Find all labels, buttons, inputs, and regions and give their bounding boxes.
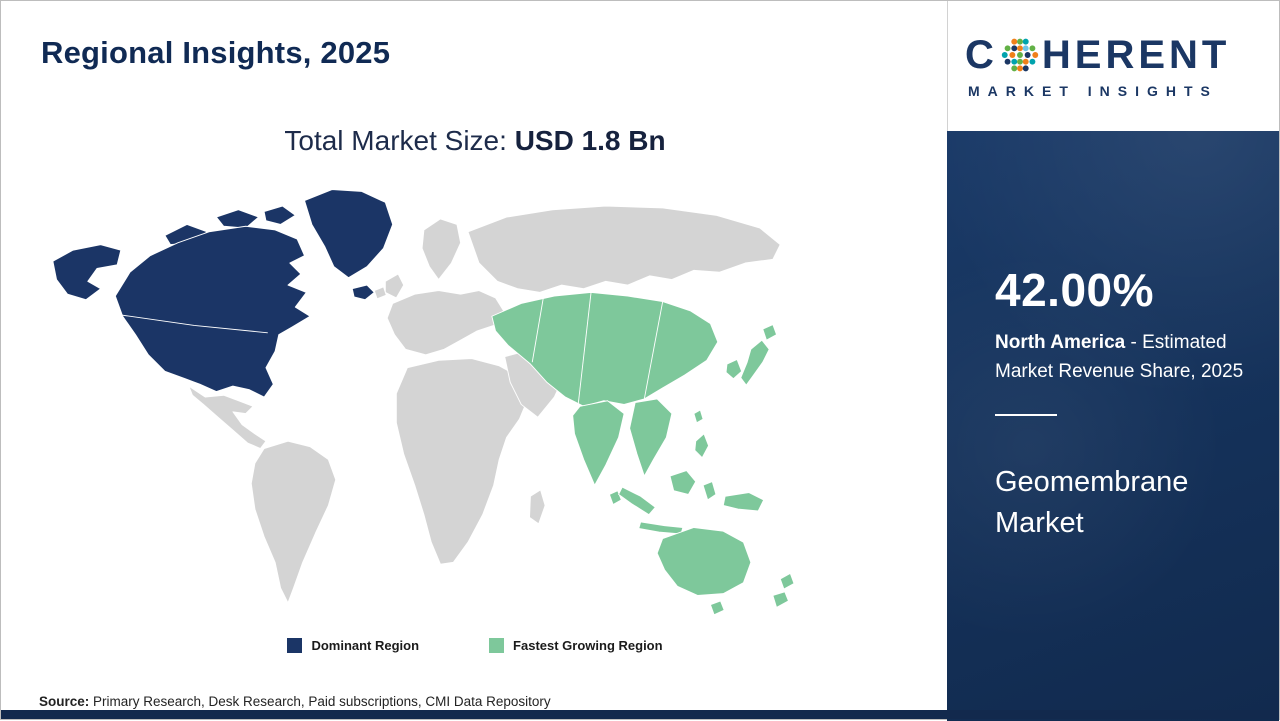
bottom-bar bbox=[1, 710, 1279, 719]
region-tasmania bbox=[709, 600, 725, 616]
region-india bbox=[572, 400, 625, 486]
dominant-swatch-icon bbox=[287, 638, 303, 653]
region-south-america bbox=[250, 440, 337, 604]
region-new-zealand-north bbox=[779, 572, 795, 590]
side-panel: C HERENT MARKET INSIGHTS 42.00% North Am… bbox=[947, 1, 1279, 721]
region-uk bbox=[384, 273, 405, 299]
region-australia bbox=[656, 527, 752, 596]
region-africa bbox=[395, 358, 530, 565]
region-philippines bbox=[694, 433, 710, 459]
logo: C HERENT MARKET INSIGHTS bbox=[947, 1, 1279, 131]
world-map-svg bbox=[52, 189, 795, 616]
region-sumatra bbox=[618, 486, 656, 516]
share-text: - Estimated Market Revenue Share, 2025 bbox=[995, 332, 1244, 382]
region-new-guinea bbox=[722, 492, 765, 512]
logo-globe-icon bbox=[1001, 38, 1039, 71]
region-sulawesi bbox=[702, 481, 717, 501]
growing-swatch bbox=[489, 638, 505, 653]
market-size-label: Total Market Size: bbox=[284, 125, 515, 156]
market-name: Geomembrane Market bbox=[995, 466, 1189, 539]
border-us-canada bbox=[117, 313, 268, 334]
region-arctic-island-2 bbox=[215, 209, 260, 229]
map-legend: Dominant Region Fastest Growing Region bbox=[1, 638, 949, 653]
region-ireland bbox=[373, 286, 387, 300]
region-korea bbox=[725, 358, 743, 380]
logo-tagline: MARKET INSIGHTS bbox=[968, 82, 1218, 99]
share-value: 42.00% bbox=[995, 264, 1155, 316]
panel-body: 42.00% North America - Estimated Market … bbox=[995, 263, 1253, 543]
logo-letter-c: C bbox=[965, 32, 998, 77]
share-description: North America - Estimated Market Revenue… bbox=[995, 329, 1253, 386]
world-map bbox=[29, 173, 919, 623]
region-greenland bbox=[304, 189, 394, 279]
source-text: Primary Research, Desk Research, Paid su… bbox=[89, 694, 551, 709]
growing-swatch-icon bbox=[489, 638, 505, 653]
region-new-zealand-south bbox=[772, 591, 789, 608]
logo-letters-rest: HERENT bbox=[1041, 32, 1231, 77]
market-size-heading: Total Market Size: USD 1.8 Bn bbox=[1, 125, 949, 157]
border-east-asia bbox=[643, 301, 664, 400]
logo-wordmark: C HERENT bbox=[965, 34, 1279, 76]
legend-label-growing: Fastest Growing Region bbox=[513, 638, 663, 653]
region-hokkaido bbox=[762, 324, 778, 341]
region-japan bbox=[740, 339, 770, 386]
legend-label-dominant: Dominant Region bbox=[311, 638, 420, 653]
region-arctic-island-3 bbox=[263, 205, 296, 225]
source-note: Source: Primary Research, Desk Research,… bbox=[39, 694, 551, 709]
region-taiwan bbox=[693, 409, 704, 424]
main-content: Regional Insights, 2025 Total Market Siz… bbox=[1, 1, 949, 721]
region-north-america-mainland bbox=[114, 225, 311, 398]
dominant-swatch bbox=[287, 638, 303, 653]
region-russia bbox=[467, 205, 781, 293]
region-alaska bbox=[52, 244, 122, 301]
region-scandinavia bbox=[421, 218, 462, 280]
region-java bbox=[638, 521, 684, 535]
border-central-asia-2 bbox=[577, 292, 592, 405]
region-indochina bbox=[629, 398, 673, 477]
page-title: Regional Insights, 2025 bbox=[41, 35, 391, 70]
legend-item-growing: Fastest Growing Region bbox=[489, 638, 663, 653]
region-mexico-central-america bbox=[188, 385, 267, 449]
border-central-asia-1 bbox=[531, 297, 544, 363]
share-region: North America bbox=[995, 332, 1126, 353]
divider-line bbox=[995, 414, 1057, 416]
region-europe bbox=[386, 290, 506, 356]
region-madagascar bbox=[529, 489, 546, 525]
region-borneo bbox=[669, 470, 697, 495]
region-asia-main bbox=[491, 291, 719, 407]
region-iceland bbox=[351, 284, 375, 301]
source-label: Source: bbox=[39, 694, 90, 709]
market-size-value: USD 1.8 Bn bbox=[514, 125, 666, 156]
legend-item-dominant: Dominant Region bbox=[287, 638, 419, 653]
